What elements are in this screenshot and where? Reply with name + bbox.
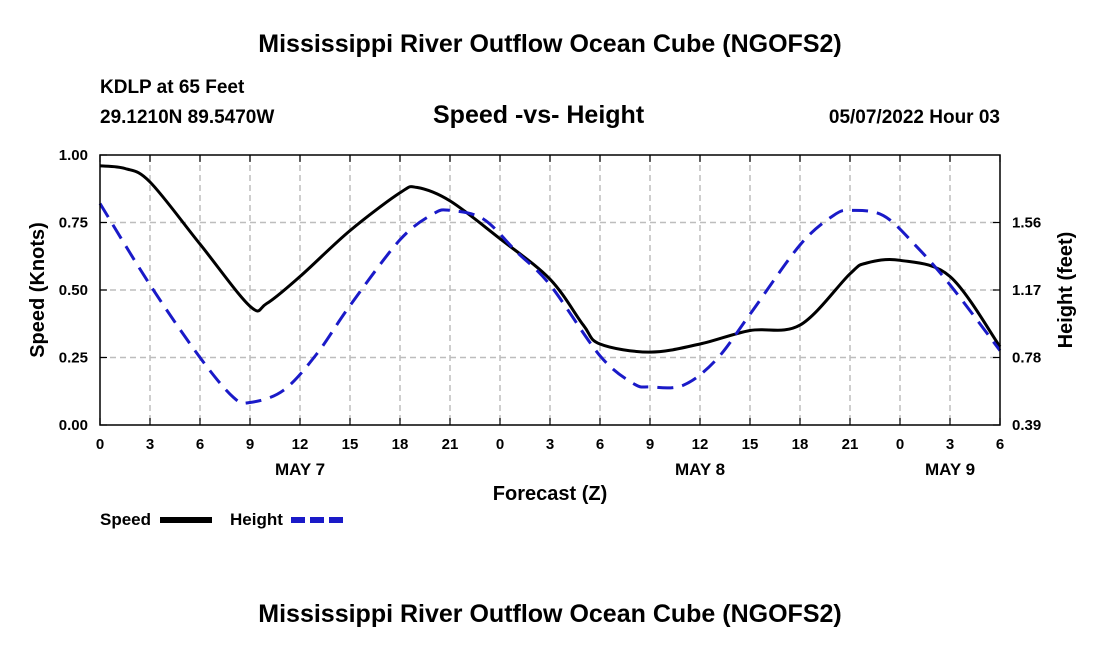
datetime-label: 05/07/2022 Hour 03 bbox=[828, 107, 1000, 128]
y-tick-label: 1.00 bbox=[59, 147, 88, 164]
y-axis-title: Speed (Knots) bbox=[27, 222, 49, 358]
axes: 0 3 6 9 12 15 18 21 0 3 6 9 12 15 18 21 0 3 6 0.00 0.25 0.50 0… bbox=[27, 147, 1077, 505]
speed-height-chart: 0 3 6 9 12 15 18 21 0 3 6 9 12 15 18 21 0 3 6 0.00 0.25 0.50 0… bbox=[27, 147, 1077, 529]
x-tick-label: 9 bbox=[246, 436, 254, 453]
x-tick-label: 0 bbox=[496, 436, 504, 453]
x-tick-label: 9 bbox=[646, 436, 654, 453]
chart-subtitle: Speed -vs- Height bbox=[433, 101, 645, 129]
x-axis-title: Forecast (Z) bbox=[493, 483, 607, 505]
series-lines bbox=[98, 164, 1002, 405]
day-label: MAY 9 bbox=[925, 460, 975, 479]
y2-tick-label: 1.56 bbox=[1012, 215, 1041, 232]
day-label: MAY 7 bbox=[275, 460, 325, 479]
x-tick-label: 6 bbox=[996, 436, 1004, 453]
x-tick-label: 18 bbox=[392, 436, 409, 453]
x-tick-label: 0 bbox=[96, 436, 104, 453]
x-tick-label: 15 bbox=[342, 436, 359, 453]
station-label: KDLP at 65 Feet bbox=[100, 77, 245, 98]
x-tick-label: 3 bbox=[146, 436, 154, 453]
x-tick-label: 18 bbox=[792, 436, 809, 453]
x-tick-label: 3 bbox=[546, 436, 554, 453]
y-tick-label: 0.50 bbox=[59, 282, 88, 299]
legend-label-height: Height bbox=[230, 510, 283, 529]
x-tick-label: 21 bbox=[842, 436, 859, 453]
legend-label-speed: Speed bbox=[100, 510, 151, 529]
y2-tick-label: 0.39 bbox=[1012, 417, 1041, 434]
y-tick-label: 0.25 bbox=[59, 350, 88, 367]
x-tick-label: 6 bbox=[196, 436, 204, 453]
x-tick-label: 12 bbox=[692, 436, 709, 453]
y2-tick-label: 0.78 bbox=[1012, 350, 1041, 367]
x-tick-label: 12 bbox=[292, 436, 309, 453]
chart-title-top: Mississippi River Outflow Ocean Cube (NG… bbox=[258, 30, 842, 58]
coordinates-label: 29.1210N 89.5470W bbox=[100, 107, 275, 128]
x-tick-label: 15 bbox=[742, 436, 759, 453]
day-label: MAY 8 bbox=[675, 460, 725, 479]
legend: Speed Height bbox=[100, 510, 343, 529]
y-tick-label: 0.75 bbox=[59, 215, 88, 232]
y2-tick-label: 1.17 bbox=[1012, 282, 1041, 299]
height-series-line bbox=[98, 202, 1002, 405]
x-tick-label: 6 bbox=[596, 436, 604, 453]
chart-title-bottom: Mississippi River Outflow Ocean Cube (NG… bbox=[258, 600, 842, 628]
x-tick-label: 3 bbox=[946, 436, 954, 453]
x-tick-label: 0 bbox=[896, 436, 904, 453]
grid-lines bbox=[100, 155, 1000, 425]
x-tick-label: 21 bbox=[442, 436, 459, 453]
speed-series-line bbox=[99, 164, 1002, 354]
y-tick-label: 0.00 bbox=[59, 417, 88, 434]
y2-axis-title: Height (feet) bbox=[1055, 232, 1077, 349]
